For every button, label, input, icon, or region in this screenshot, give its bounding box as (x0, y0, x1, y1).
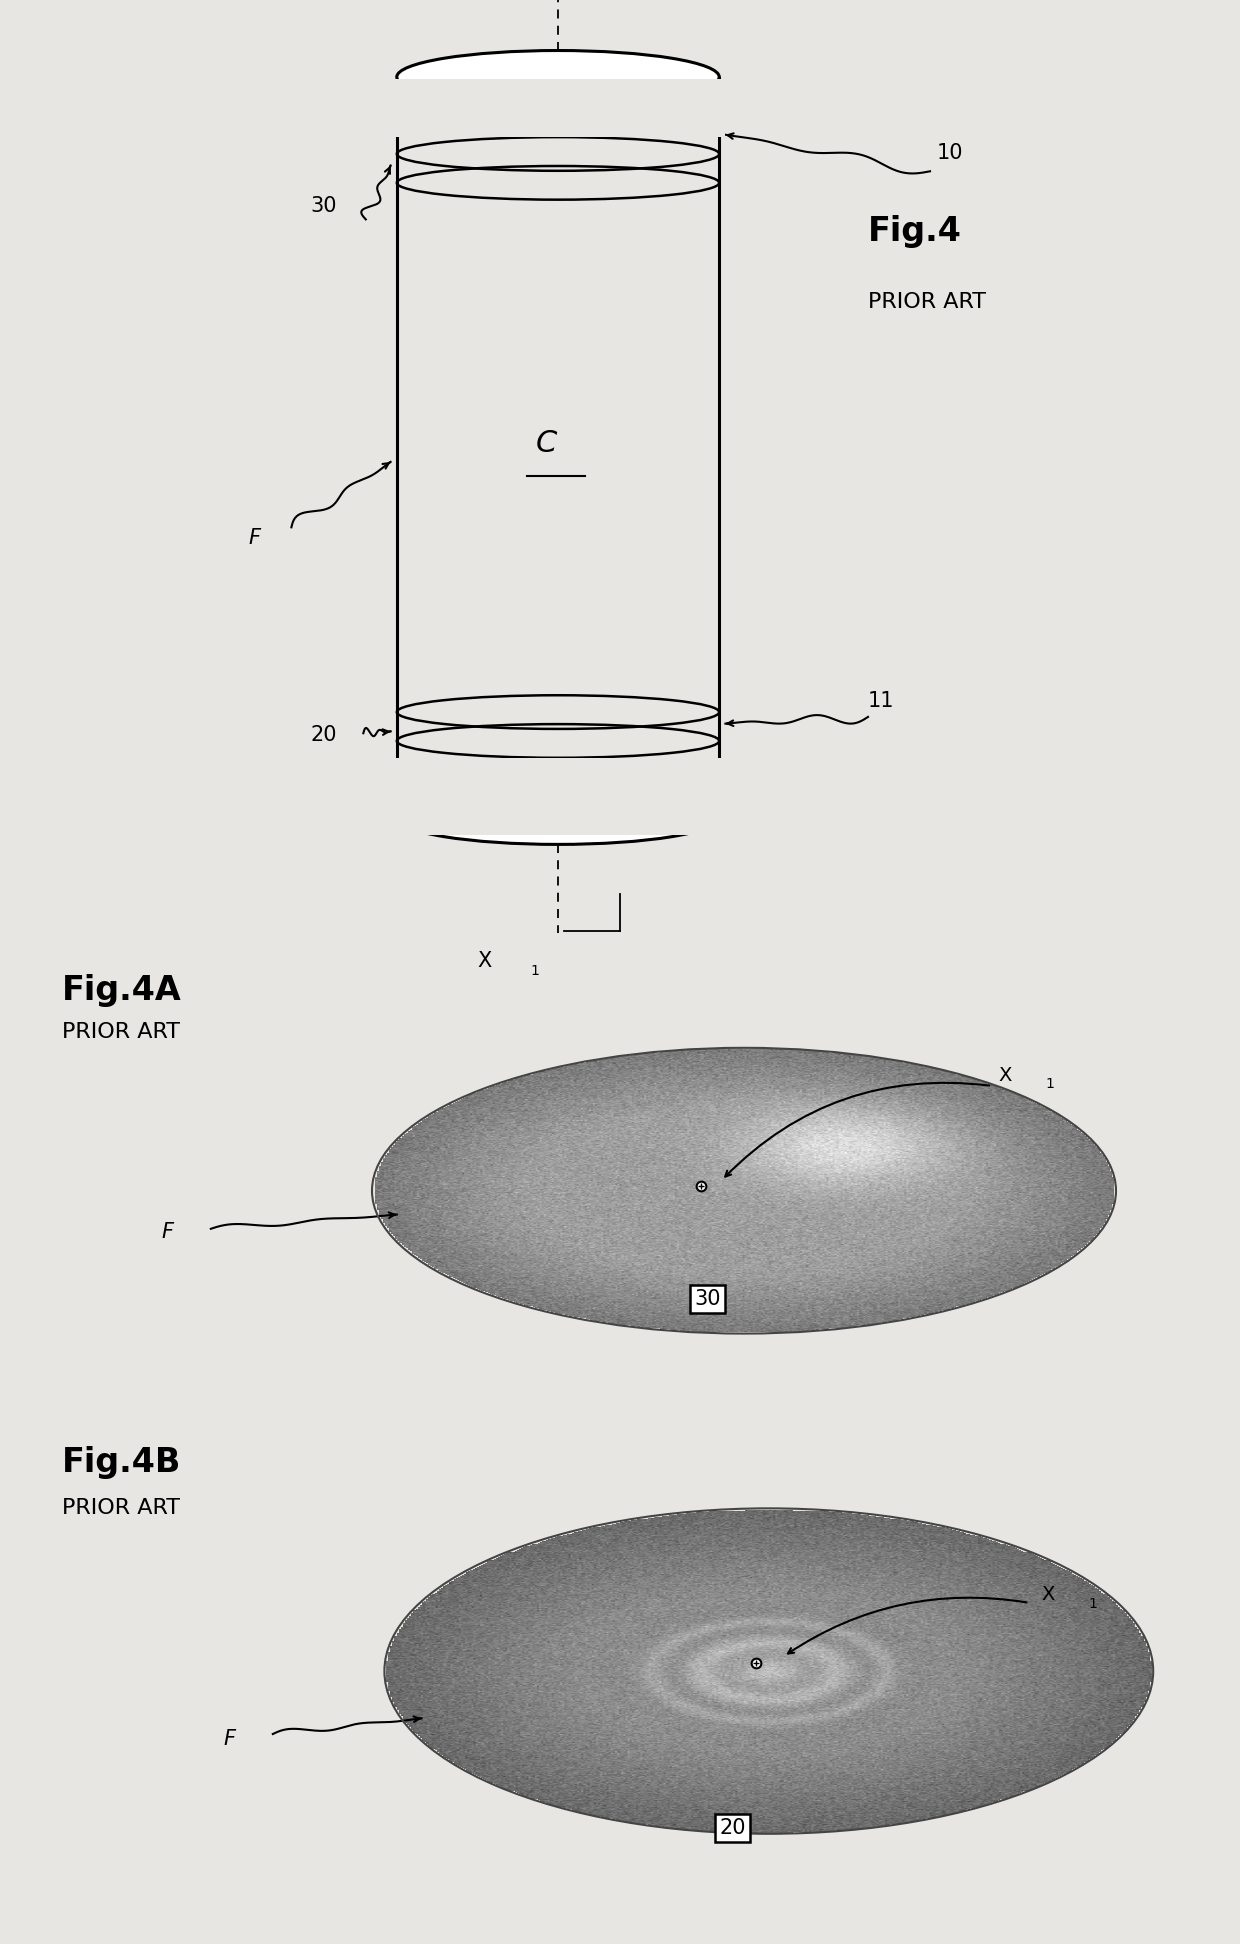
Text: F: F (223, 1728, 236, 1748)
Text: PRIOR ART: PRIOR ART (62, 1023, 180, 1042)
Text: 1: 1 (531, 964, 539, 978)
Text: 11: 11 (868, 692, 894, 712)
Text: 20: 20 (310, 725, 336, 745)
Bar (391, 80, 725, 138)
Text: 1: 1 (1089, 1598, 1097, 1612)
Text: 30: 30 (310, 196, 336, 216)
Text: X: X (998, 1065, 1012, 1085)
Text: 20: 20 (719, 1818, 745, 1837)
Text: PRIOR ART: PRIOR ART (868, 292, 986, 311)
Bar (391, 758, 725, 834)
Text: PRIOR ART: PRIOR ART (62, 1497, 180, 1518)
Text: C: C (536, 430, 557, 459)
Ellipse shape (397, 791, 719, 844)
Text: F: F (161, 1223, 174, 1242)
Text: X: X (477, 951, 491, 972)
Text: Fig.4A: Fig.4A (62, 974, 182, 1007)
Text: 30: 30 (694, 1289, 720, 1308)
Text: Fig.4: Fig.4 (868, 214, 962, 247)
Text: Fig.4B: Fig.4B (62, 1446, 181, 1479)
Text: 1: 1 (1045, 1077, 1054, 1091)
Text: F: F (248, 527, 260, 548)
Text: X: X (1042, 1584, 1055, 1604)
Ellipse shape (397, 51, 719, 103)
Text: 10: 10 (936, 142, 962, 163)
